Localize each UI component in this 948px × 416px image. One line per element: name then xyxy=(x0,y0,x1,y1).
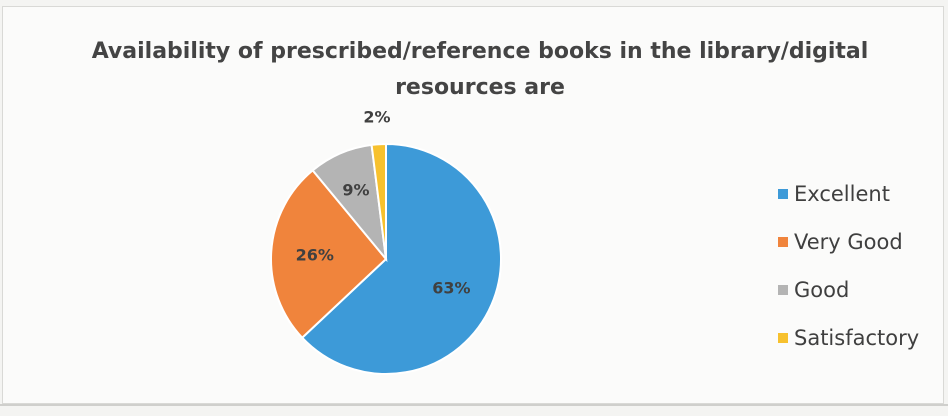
legend-label-very-good: Very Good xyxy=(794,230,903,254)
legend-item-excellent: Excellent xyxy=(778,170,946,218)
legend-label-good: Good xyxy=(794,278,850,302)
pie-labels: 63% 26% 9% 2% xyxy=(296,108,471,298)
data-label-satisfactory: 2% xyxy=(363,108,390,127)
legend-label-satisfactory: Satisfactory xyxy=(794,326,920,350)
legend-swatch-satisfactory xyxy=(778,333,788,343)
legend-item-good: Good xyxy=(778,266,946,314)
chart-title: Availability of prescribed/reference boo… xyxy=(60,34,900,106)
data-label-very-good: 26% xyxy=(296,246,334,265)
data-label-excellent: 63% xyxy=(432,278,470,297)
legend-item-very-good: Very Good xyxy=(778,218,946,266)
pie-slice-excellent xyxy=(300,142,502,375)
chart-title-line-1: Availability of prescribed/reference boo… xyxy=(91,39,869,64)
pie-slice-very-good xyxy=(270,168,388,340)
frame-shadow xyxy=(0,404,948,406)
pie-slice-satisfactory xyxy=(370,142,387,260)
legend-swatch-very-good xyxy=(778,237,788,247)
chart-title-line-2: resources are xyxy=(395,75,565,100)
pie-slices xyxy=(270,142,502,375)
legend-swatch-good xyxy=(778,285,788,295)
legend-label-excellent: Excellent xyxy=(794,182,890,206)
legend-item-satisfactory: Satisfactory xyxy=(778,314,946,362)
legend-swatch-excellent xyxy=(778,189,788,199)
legend: Excellent Very Good Good Satisfactory xyxy=(778,170,946,362)
data-label-good: 9% xyxy=(342,180,369,199)
